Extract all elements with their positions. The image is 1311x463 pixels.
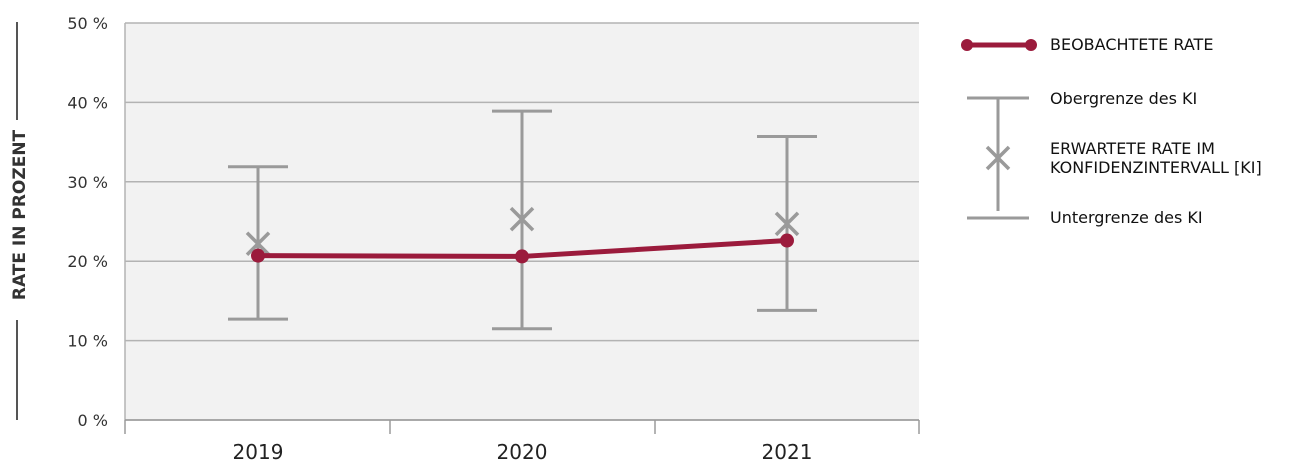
x-axis: 2019 2020 2021 — [124, 419, 920, 463]
observed-rate-point — [251, 248, 265, 263]
x-tick-label: 2020 — [497, 440, 548, 463]
observed-rate-point — [780, 233, 794, 248]
legend-item-expected: ERWARTETE RATE IM KONFIDENZINTERVALL [KI… — [955, 111, 1305, 211]
legend-label-upper: Obergrenze des KI — [1050, 89, 1198, 108]
observed-rate-series — [251, 233, 794, 264]
legend-label-lower: Untergrenze des KI — [1050, 208, 1203, 227]
legend-label-observed: BEOBACHTETE RATE — [1050, 35, 1214, 54]
legend-item-upper: Obergrenze des KI — [955, 89, 1305, 111]
upper-bound-icon — [967, 96, 1029, 111]
y-tick-label: 20 % — [67, 252, 108, 271]
x-tick-label: 2019 — [233, 440, 284, 463]
lower-bound-icon — [967, 216, 1029, 220]
y-tick-label: 30 % — [67, 173, 108, 192]
expected-rate-marker — [245, 231, 271, 256]
y-tick-label: 40 % — [67, 93, 108, 112]
observed-line-icon — [961, 39, 1037, 51]
legend-label-expected-line1: ERWARTETE RATE IM — [1050, 139, 1215, 158]
expected-rate-x-icon — [985, 111, 1011, 211]
legend-item-observed: BEOBACHTETE RATE — [955, 34, 1305, 56]
x-tick-label: 2021 — [762, 440, 813, 463]
observed-rate-point — [515, 249, 529, 264]
expected-rate-marker — [774, 211, 800, 237]
y-axis-label: RATE IN PROZENT — [10, 129, 30, 300]
legend-item-lower: Untergrenze des KI — [955, 206, 1305, 228]
legend-label-expected-line2: KONFIDENZINTERVALL [KI] — [1050, 158, 1262, 177]
y-axis-ticks: 0 % 10 % 20 % 30 % 40 % 50 % — [67, 14, 108, 430]
confidence-intervals — [228, 109, 817, 331]
y-tick-label: 50 % — [67, 14, 108, 33]
expected-rate-marker — [509, 206, 535, 232]
y-tick-label: 10 % — [67, 332, 108, 351]
y-tick-label: 0 % — [78, 411, 108, 430]
